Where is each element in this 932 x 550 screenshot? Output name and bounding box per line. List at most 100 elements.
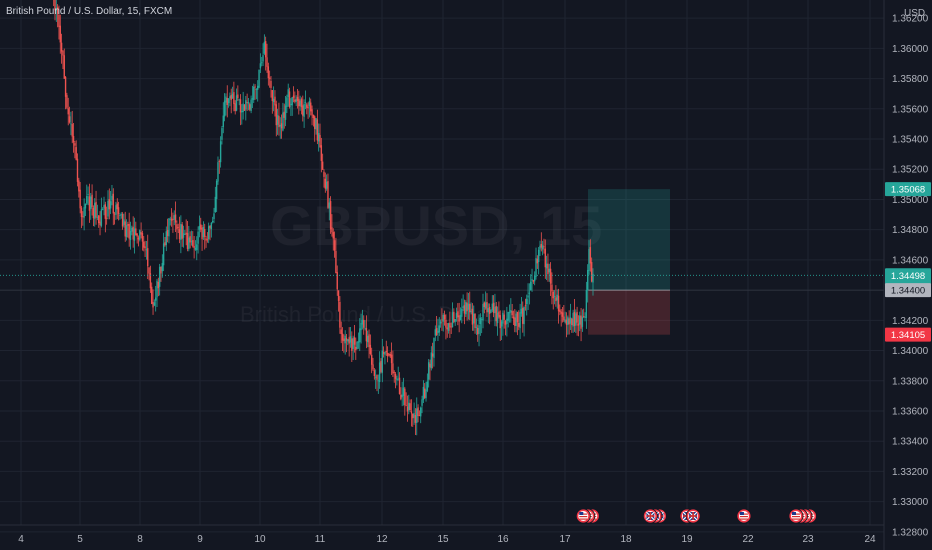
- candle-body: [96, 216, 99, 218]
- candle-body: [105, 217, 108, 219]
- candle-body: [94, 202, 96, 219]
- watermark-interval: 15: [540, 194, 602, 257]
- candle-body: [400, 394, 402, 400]
- event-marker-uk[interactable]: [685, 508, 701, 524]
- candle-body: [559, 309, 561, 313]
- candle-body: [279, 124, 281, 127]
- candle-body: [270, 80, 272, 88]
- candle-body: [530, 281, 532, 291]
- candle-body: [214, 196, 217, 213]
- candle-body: [54, 0, 56, 11]
- candle-body: [79, 189, 81, 209]
- candle-body: [211, 220, 214, 223]
- candle-body: [300, 99, 303, 108]
- candle-body: [376, 374, 378, 380]
- profit-zone[interactable]: [588, 189, 670, 291]
- candle-body: [563, 316, 565, 321]
- candle-body: [560, 311, 562, 314]
- candle-body: [312, 114, 315, 119]
- candle-body: [393, 372, 395, 373]
- candle-body: [156, 280, 158, 298]
- candle-body: [535, 258, 537, 277]
- candle-body: [234, 103, 236, 112]
- candle-body: [545, 263, 548, 269]
- candle-body: [111, 195, 113, 201]
- candle-body: [238, 99, 240, 101]
- candle-body: [120, 214, 122, 216]
- candle-body: [292, 95, 295, 98]
- candles: [53, 0, 594, 436]
- price-tick-label: 1.33600: [892, 406, 929, 417]
- candle-body: [274, 96, 276, 106]
- long-position-tool[interactable]: [0, 189, 884, 335]
- candle-body: [586, 269, 589, 291]
- price-tick-label: 1.32800: [892, 527, 929, 538]
- candle-body: [186, 233, 189, 249]
- candle-body: [62, 50, 64, 56]
- economic-events[interactable]: [575, 508, 817, 524]
- candle-body: [369, 344, 372, 354]
- event-marker-us[interactable]: [575, 508, 600, 524]
- candle-body: [225, 96, 227, 103]
- candle-body: [401, 394, 403, 398]
- candle-body: [523, 307, 525, 325]
- take-profit-label: 1.35068: [891, 185, 925, 196]
- candle-body: [255, 89, 258, 90]
- candle-body: [502, 312, 504, 324]
- event-marker-us[interactable]: [736, 508, 752, 524]
- candle-body: [335, 250, 337, 274]
- candle-body: [515, 313, 517, 327]
- candle-body: [60, 42, 63, 52]
- candle-body: [161, 263, 164, 272]
- candle-body: [373, 370, 376, 376]
- candle-body: [447, 323, 450, 331]
- candle-body: [267, 66, 270, 79]
- candle-body: [154, 297, 157, 301]
- candle-body: [254, 86, 256, 88]
- event-marker-us[interactable]: [788, 508, 817, 524]
- candle-body: [70, 123, 72, 125]
- candle-body: [237, 94, 239, 99]
- candle-body: [363, 319, 365, 328]
- candle-body: [166, 229, 169, 237]
- price-tick-label: 1.34800: [892, 225, 929, 236]
- candle-body: [457, 311, 459, 318]
- candle-body: [176, 224, 178, 230]
- time-tick-label: 4: [18, 534, 24, 545]
- loss-zone[interactable]: [588, 290, 670, 335]
- candle-body: [266, 57, 268, 67]
- time-tick-label: 15: [437, 534, 449, 545]
- candle-body: [250, 99, 252, 112]
- candle-body: [295, 98, 297, 103]
- candle-body: [190, 241, 193, 243]
- price-tick-label: 1.33200: [892, 467, 929, 478]
- candle-body: [435, 328, 438, 336]
- candle-body: [299, 100, 301, 107]
- candle-body: [168, 218, 170, 237]
- candle-body: [569, 317, 572, 324]
- candle-body: [194, 247, 197, 250]
- time-axis[interactable]: 4 5 8 9 10 11 12 15 16 17 18 19 22 23 24: [0, 524, 884, 545]
- candle-body: [119, 215, 121, 216]
- candle-body: [421, 399, 423, 406]
- price-tick-label: 1.36000: [892, 44, 929, 55]
- candle-body: [324, 178, 327, 189]
- candle-body: [213, 213, 215, 220]
- chart-title: British Pound / U.S. Dollar, 15, FXCM: [6, 6, 172, 17]
- candle-body: [583, 316, 585, 317]
- candle-body: [147, 248, 149, 267]
- candle-body: [88, 196, 91, 211]
- candle-body: [149, 273, 152, 289]
- candle-body: [544, 248, 546, 268]
- candle-body: [405, 405, 407, 407]
- candle-body: [333, 240, 336, 251]
- candle-body: [117, 207, 120, 215]
- candle-body: [204, 229, 206, 237]
- price-tick-label: 1.35000: [892, 195, 929, 206]
- event-marker-uk[interactable]: [643, 508, 667, 524]
- candle-body: [144, 246, 146, 249]
- candle-body: [526, 298, 528, 305]
